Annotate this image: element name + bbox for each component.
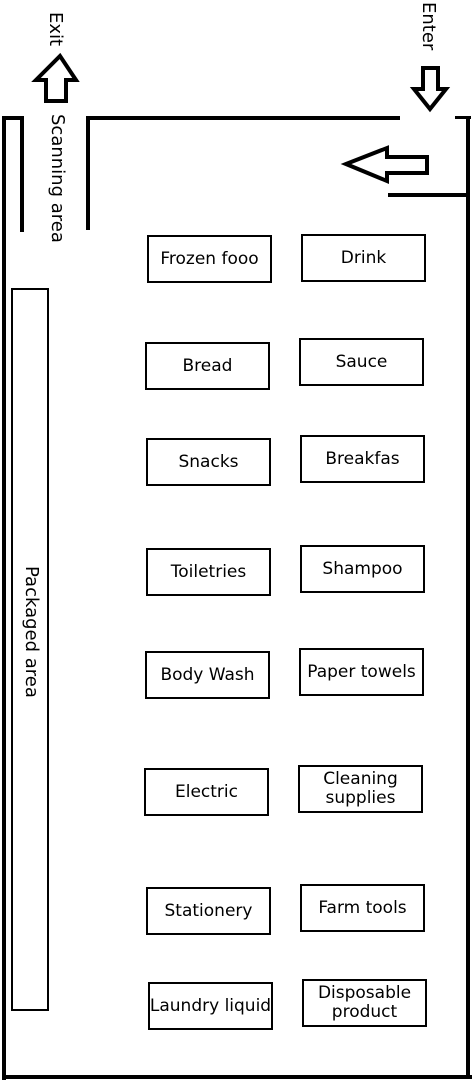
shelf-breakfast: Breakfas bbox=[300, 435, 425, 483]
shelf-laundry-liquid: Laundry liquid bbox=[148, 982, 273, 1030]
wall-right bbox=[466, 196, 470, 1079]
entrance-right-post bbox=[466, 116, 470, 196]
shelf-paper-towels: Paper towels bbox=[299, 648, 424, 696]
enter-label: Enter bbox=[418, 2, 439, 51]
shelf-shampoo: Shampoo bbox=[300, 545, 425, 593]
shelf-disposable-product: Disposable product bbox=[302, 979, 427, 1027]
shelf-stationery: Stationery bbox=[146, 887, 271, 935]
exit-divider-left bbox=[20, 116, 24, 232]
shelf-bread: Bread bbox=[145, 342, 270, 390]
shelf-drink: Drink bbox=[301, 234, 426, 282]
shelf-frozen-food: Frozen fooo bbox=[147, 235, 272, 283]
wall-left bbox=[2, 116, 6, 1080]
flow-arrow-icon bbox=[340, 145, 429, 184]
shelf-farm-tools: Farm tools bbox=[300, 884, 425, 932]
shelf-snacks: Snacks bbox=[146, 438, 271, 486]
shelf-cleaning-supplies: Cleaning supplies bbox=[298, 765, 423, 813]
exit-label: Exit bbox=[45, 12, 66, 47]
packaged-area bbox=[11, 288, 49, 1011]
entrance-divider bbox=[388, 193, 470, 197]
shelf-toiletries: Toiletries bbox=[146, 548, 271, 596]
exit-divider-right bbox=[86, 116, 90, 230]
scanning-area-label: Scanning area bbox=[47, 114, 68, 243]
exit-arrow-icon bbox=[31, 52, 80, 103]
enter-arrow-icon bbox=[409, 66, 451, 113]
shelf-electric: Electric bbox=[144, 768, 269, 816]
shelf-sauce: Sauce bbox=[299, 338, 424, 386]
shelf-body-wash: Body Wash bbox=[145, 651, 270, 699]
entrance-top-segment bbox=[455, 116, 471, 119]
packaged-area-label: Packaged area bbox=[21, 566, 42, 698]
wall-top-left-segment bbox=[2, 116, 22, 120]
wall-top-main bbox=[88, 116, 400, 120]
wall-bottom bbox=[2, 1075, 472, 1079]
